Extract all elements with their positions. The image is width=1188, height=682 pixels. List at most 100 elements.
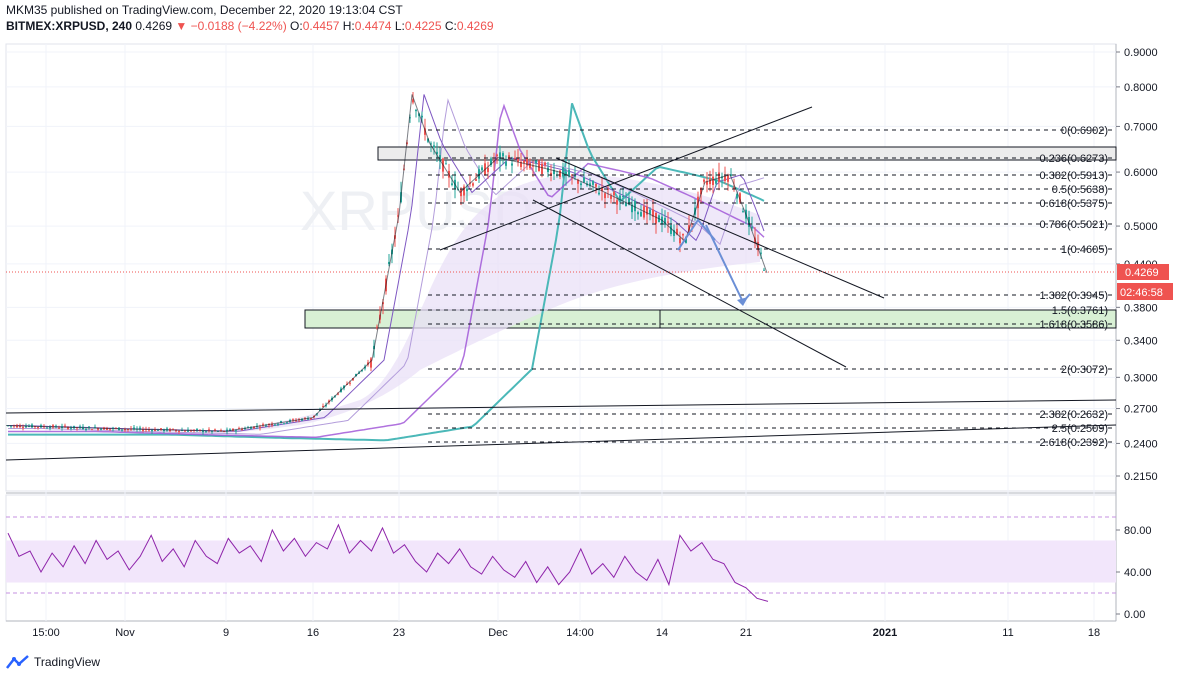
candle-body [739, 193, 741, 203]
publish-info: MKM35 published on TradingView.com, Dece… [6, 3, 403, 17]
candle-body [235, 430, 237, 432]
candle-body [85, 429, 87, 431]
fib-level-label: 0.382(0.5913) [1040, 170, 1109, 182]
candle-body [742, 211, 744, 213]
candle-body [763, 269, 765, 271]
rsi-axis[interactable]: 80.00 40.00 0.00 [1116, 525, 1152, 621]
candle-body [409, 117, 411, 119]
candle-body [97, 428, 99, 430]
candle-body [628, 198, 630, 205]
candle-body [124, 429, 126, 431]
candle-body [466, 188, 468, 192]
low-value: 0.4225 [404, 19, 442, 33]
fib-level-label: 0(0.6902) [1061, 125, 1108, 137]
candle-body [70, 427, 72, 429]
time-axis[interactable]: 15:00 Nov 9 16 23 Dec 14:00 14 21 2021 11 18 [32, 627, 1100, 639]
candle-body [700, 187, 702, 195]
candle-body [613, 191, 615, 196]
candle-body [715, 180, 717, 184]
candle-body [685, 236, 687, 243]
ma-ribbon [180, 174, 760, 435]
rsi-tick-label: 40.00 [1124, 567, 1152, 579]
candle-body [184, 430, 186, 432]
price-tick-label: 0.2150 [1124, 471, 1158, 483]
price-axis[interactable]: 0.90000.80000.70000.60000.50000.44000.38… [1116, 47, 1158, 483]
high-label: H: [342, 19, 355, 33]
candle-body [55, 425, 57, 428]
candle-body [412, 99, 414, 103]
fib-level-label: 2.382(0.2632) [1040, 409, 1109, 421]
fib-level-label: 1.382(0.3945) [1040, 290, 1109, 302]
candle-body [655, 212, 657, 224]
fib-level-label: 2.5(0.2509) [1052, 423, 1108, 435]
candle-body [616, 200, 618, 205]
candle-body [544, 162, 546, 166]
candle-body [487, 167, 489, 172]
candle-body [502, 153, 504, 157]
candle-body [349, 382, 351, 384]
candle-body [589, 183, 591, 186]
current-price-label: 0.4269 [1125, 267, 1159, 279]
candle-body [520, 161, 522, 168]
symbol-label[interactable]: BITMEX:XRPUSD, 240 [6, 19, 133, 33]
price-tick-label: 0.9000 [1124, 47, 1158, 59]
price-tick-label: 0.8000 [1124, 82, 1158, 94]
fib-level-label: 2(0.3072) [1061, 364, 1108, 376]
candle-body [46, 427, 48, 429]
time-tick-label: 14:00 [566, 627, 594, 639]
candle-body [205, 431, 207, 433]
candle-body [610, 195, 612, 199]
time-tick-label: 9 [223, 627, 229, 639]
candle-body [37, 426, 39, 428]
falling-support-line[interactable] [532, 199, 847, 368]
falling-resistance-line[interactable] [555, 157, 885, 299]
candle-body [79, 426, 81, 428]
tradingview-logo-icon [6, 655, 29, 669]
price-path [5, 94, 768, 432]
candle-body [424, 128, 426, 135]
time-tick-label: 15:00 [32, 627, 60, 639]
candle-body [91, 429, 93, 431]
channel-lower-line[interactable] [5, 424, 1117, 461]
candle-body [505, 161, 507, 166]
price-tick-label: 0.2400 [1124, 438, 1158, 450]
symbol-ohlc-line: BITMEX:XRPUSD, 240 0.4269 ▼ −0.0188 (−4.… [6, 18, 494, 34]
candle-body [736, 194, 738, 199]
candle-body [52, 425, 54, 428]
candle-body [580, 183, 582, 186]
candle-body [445, 163, 447, 165]
candle-body [415, 109, 417, 112]
fib-level-label: 1(0.4605) [1061, 244, 1108, 256]
channel-upper-line[interactable] [5, 399, 1117, 414]
candle-body [376, 326, 378, 328]
candle-body [541, 163, 543, 175]
candle-body [301, 419, 303, 421]
candle-body [490, 158, 492, 165]
candle-body [679, 237, 681, 244]
grid-lines [6, 44, 1116, 621]
candle-body [121, 429, 123, 431]
resistance-zone[interactable] [377, 146, 1117, 161]
candle-body [625, 202, 627, 207]
rising-trend-line[interactable] [439, 106, 813, 251]
candle-body [547, 167, 549, 172]
price-tick-label: 0.3400 [1124, 335, 1158, 347]
rsi-tick-label: 80.00 [1124, 525, 1152, 537]
candle-body [709, 178, 711, 185]
rsi-series [7, 523, 769, 602]
candle-body [364, 366, 366, 369]
rsi-band [6, 540, 1116, 583]
candle-body [472, 183, 474, 186]
candle-body [397, 215, 399, 217]
candle-body [604, 193, 606, 199]
candle-body [67, 427, 69, 429]
candle-body [151, 430, 153, 432]
fib-level-label: 1.618(0.3586) [1040, 319, 1109, 331]
tradingview-brand[interactable]: TradingView [6, 654, 100, 670]
projection-arrows[interactable] [677, 218, 751, 306]
candle-body [706, 181, 708, 185]
close-label: C: [444, 19, 457, 33]
candle-body [667, 221, 669, 223]
price-tick-label: 0.7000 [1124, 121, 1158, 133]
